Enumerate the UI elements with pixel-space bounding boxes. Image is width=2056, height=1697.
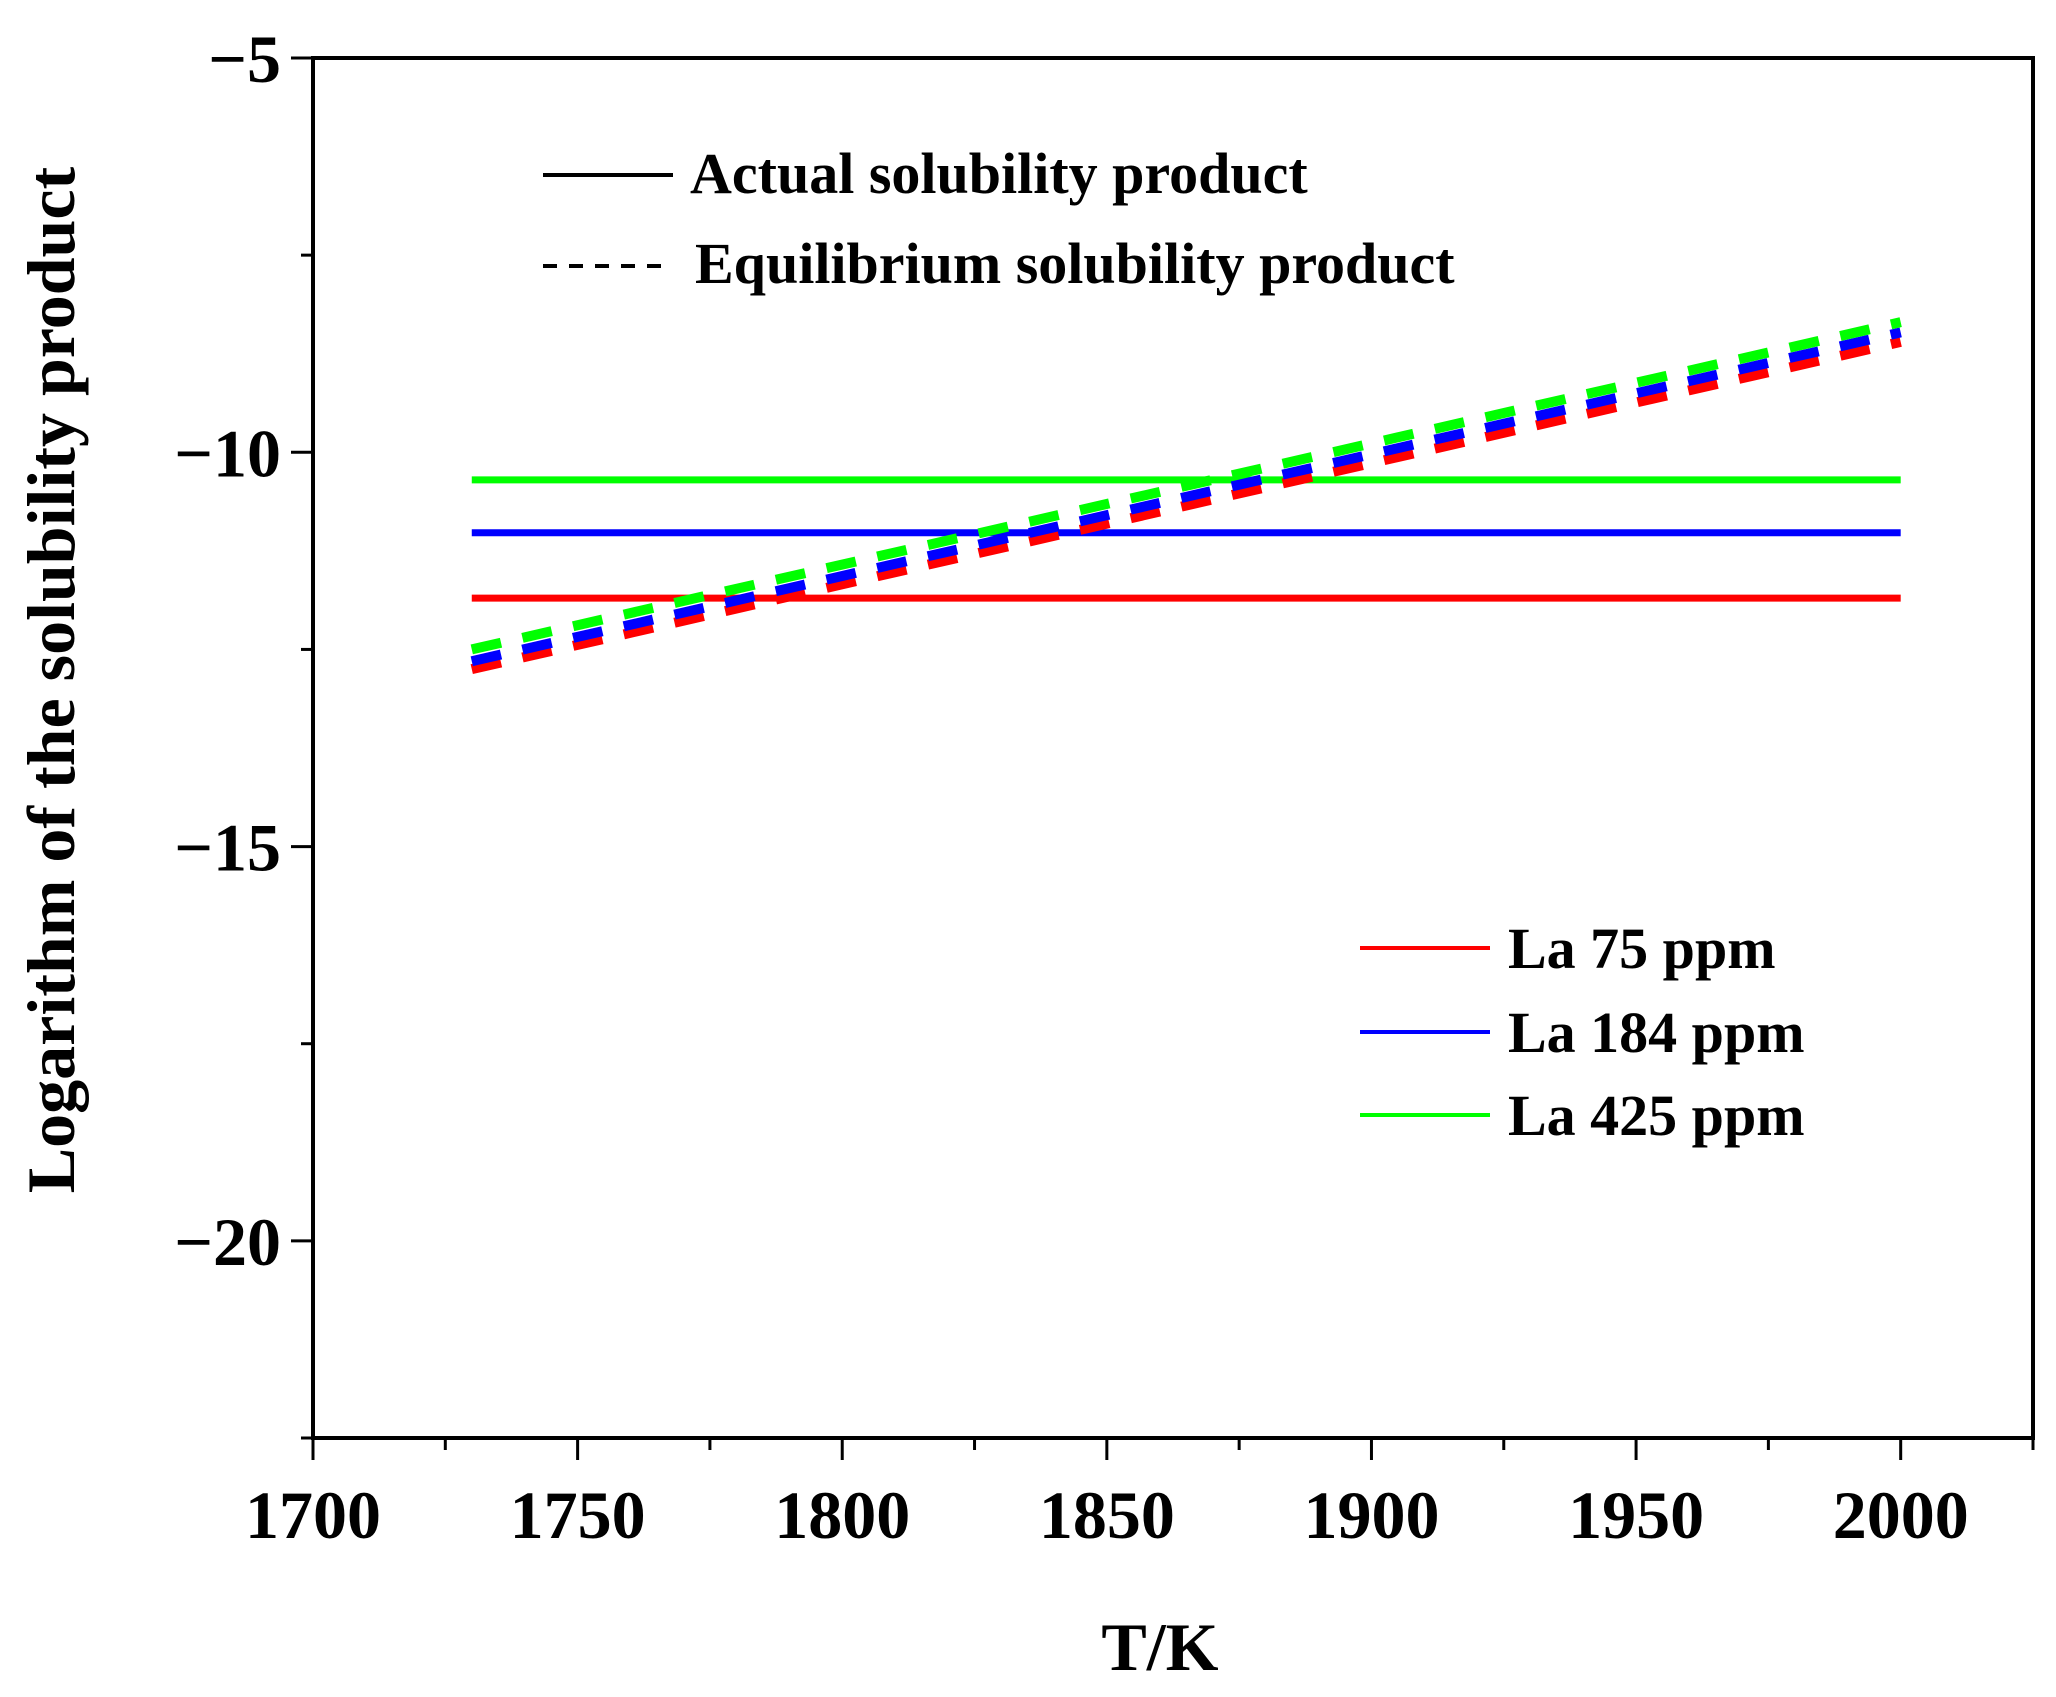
x-tick-label: 1700 <box>245 1477 381 1553</box>
x-axis-title: T/K <box>1101 1609 1218 1685</box>
y-ticks: −5 −10 −15 −20 <box>174 21 313 1440</box>
plot-frame <box>311 56 2035 1440</box>
legend-label-la-184: La 184 ppm <box>1508 1000 1805 1065</box>
y-tick-label: −5 <box>208 21 281 97</box>
series-line <box>470 317 1902 655</box>
legend-label-la-425: La 425 ppm <box>1508 1083 1805 1148</box>
x-tick-label: 1800 <box>774 1477 910 1553</box>
y-axis-title: Logarithm of the solubility product <box>13 166 89 1193</box>
series-lines <box>470 317 1902 675</box>
series-line <box>470 327 1902 667</box>
x-tick-label: 1900 <box>1303 1477 1439 1553</box>
y-tick-label: −10 <box>174 415 281 491</box>
x-tick-label: 2000 <box>1833 1477 1969 1553</box>
x-tick-label: 1950 <box>1568 1477 1704 1553</box>
style-legend-label: Actual solubility product <box>690 141 1308 206</box>
x-tick-label: 1850 <box>1039 1477 1175 1553</box>
style-legend-label: Equilibrium solubility product <box>695 231 1455 296</box>
series-legend: La 75 ppm La 184 ppm La 425 ppm <box>1360 916 1805 1148</box>
x-ticks: 1700 1750 1800 1850 1900 1950 2000 <box>245 1438 2035 1553</box>
style-legend: Actual solubility product Equilibrium so… <box>543 141 1455 296</box>
legend-label-la-75: La 75 ppm <box>1508 916 1776 981</box>
x-tick-label: 1750 <box>510 1477 646 1553</box>
y-tick-label: −20 <box>174 1204 281 1280</box>
series-line <box>470 337 1902 675</box>
y-tick-label: −15 <box>174 810 281 886</box>
